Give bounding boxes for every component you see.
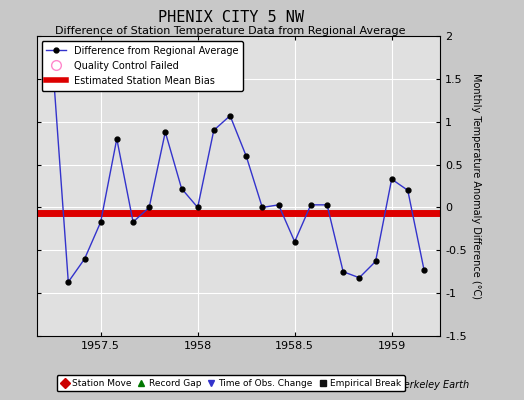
Text: Berkeley Earth: Berkeley Earth xyxy=(397,380,469,390)
Y-axis label: Monthly Temperature Anomaly Difference (°C): Monthly Temperature Anomaly Difference (… xyxy=(471,73,481,299)
Legend: Difference from Regional Average, Quality Control Failed, Estimated Station Mean: Difference from Regional Average, Qualit… xyxy=(41,41,243,91)
Text: Difference of Station Temperature Data from Regional Average: Difference of Station Temperature Data f… xyxy=(56,26,406,36)
Text: PHENIX CITY 5 NW: PHENIX CITY 5 NW xyxy=(158,10,303,25)
Legend: Station Move, Record Gap, Time of Obs. Change, Empirical Break: Station Move, Record Gap, Time of Obs. C… xyxy=(57,375,405,392)
